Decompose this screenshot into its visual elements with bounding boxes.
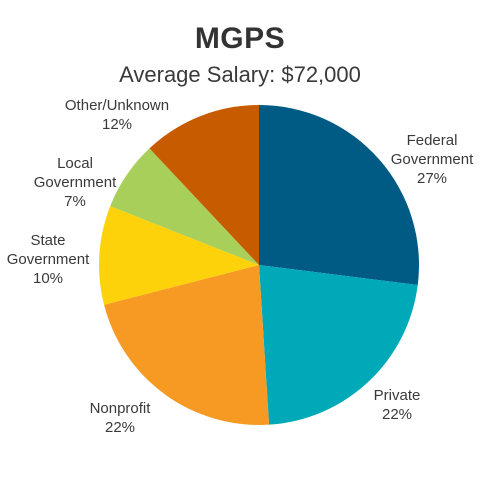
slice-label-line: Other/Unknown <box>65 97 169 114</box>
pie-slice-local-government <box>110 148 260 265</box>
pie-slice-federal-government <box>259 105 420 286</box>
slice-label-line: Local <box>57 155 93 172</box>
slice-label-line: 10% <box>33 270 63 287</box>
slice-label-line: Nonprofit <box>90 400 152 417</box>
slice-label-line: State <box>30 232 65 249</box>
slice-label-line: 27% <box>417 170 447 187</box>
pie-labels: Federal Government 27% Private 22% Nonprofit 2… <box>7 97 474 436</box>
slice-label-line: Government <box>7 251 90 268</box>
slice-label-line: Government <box>391 151 474 168</box>
pie-slice-private <box>259 265 418 425</box>
pie-slices <box>99 105 420 425</box>
slice-label-other-unknown: Other/Unknown 12% <box>65 97 169 133</box>
pie-slice-other-unknown <box>149 105 259 265</box>
slice-label-federal-government: Federal Government 27% <box>391 132 474 187</box>
slice-label-line: Federal <box>407 132 458 149</box>
slice-label-line: 7% <box>64 193 86 210</box>
slice-label-line: Government <box>34 174 117 191</box>
pie-slice-nonprofit <box>104 265 270 425</box>
slice-label-line: 22% <box>382 406 412 423</box>
chart-subtitle: Average Salary: $72,000 <box>119 62 361 87</box>
slice-label-local-government: Local Government 7% <box>34 155 117 210</box>
chart-title: MGPS <box>194 22 286 55</box>
slice-label-line: 12% <box>102 116 132 133</box>
pie-slice-state-government <box>99 206 259 305</box>
slice-label-state-government: State Government 10% <box>7 232 90 287</box>
slice-label-line: 22% <box>105 419 135 436</box>
slice-label-line: Private <box>374 387 421 404</box>
slice-label-private: Private 22% <box>374 387 421 423</box>
slice-label-nonprofit: Nonprofit 22% <box>90 400 152 436</box>
